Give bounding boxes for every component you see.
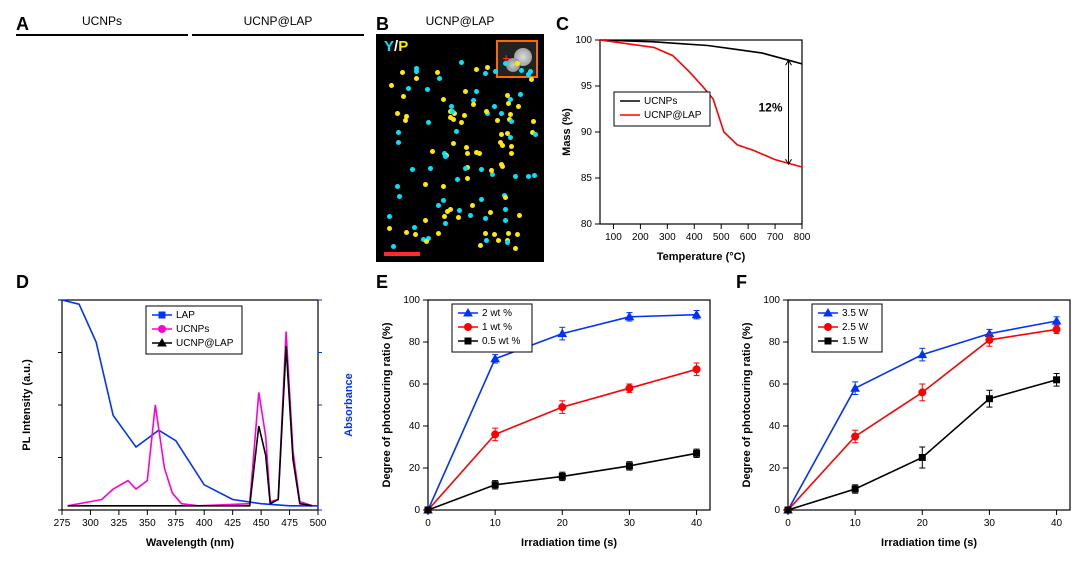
panel-label-b: B bbox=[376, 14, 389, 35]
svg-text:85: 85 bbox=[581, 173, 593, 184]
svg-text:800: 800 bbox=[794, 232, 811, 243]
svg-text:400: 400 bbox=[686, 232, 703, 243]
svg-text:500: 500 bbox=[713, 232, 730, 243]
svg-text:20: 20 bbox=[409, 463, 421, 474]
svg-text:LAP: LAP bbox=[176, 310, 195, 321]
svg-text:30: 30 bbox=[624, 518, 636, 529]
svg-text:350: 350 bbox=[139, 518, 156, 529]
svg-text:0: 0 bbox=[425, 518, 431, 529]
spectra-chart: 275 300 325 350 375 400 425 450 475 500 Wavelength… bbox=[16, 272, 364, 550]
svg-text:Wavelength (nm): Wavelength (nm) bbox=[146, 537, 235, 549]
svg-text:2 wt %: 2 wt % bbox=[482, 308, 512, 319]
svg-text:80: 80 bbox=[769, 337, 781, 348]
svg-text:UCNP@LAP: UCNP@LAP bbox=[644, 110, 702, 121]
eds-scalebar bbox=[384, 252, 420, 256]
svg-text:3.5 W: 3.5 W bbox=[842, 308, 869, 319]
panel-label-c: C bbox=[556, 14, 569, 35]
panel-label-f: F bbox=[736, 272, 747, 293]
svg-text:0: 0 bbox=[774, 505, 780, 516]
svg-text:400: 400 bbox=[196, 518, 213, 529]
svg-text:275: 275 bbox=[54, 518, 71, 529]
svg-text:40: 40 bbox=[691, 518, 703, 529]
photocuring-wt-chart: 0 10 20 30 40 0 20 40 60 80 100 Irradiation time (s… bbox=[376, 272, 724, 550]
svg-text:UCNPs: UCNPs bbox=[644, 96, 677, 107]
svg-text:Degree of photocuring ratio (%: Degree of photocuring ratio (%) bbox=[741, 322, 753, 487]
svg-text:700: 700 bbox=[767, 232, 784, 243]
tga-chart: 100 200 300 400 500 600 700 800 80 85 90 95 100 Tempe… bbox=[556, 14, 814, 264]
svg-text:Irradiation time (s): Irradiation time (s) bbox=[521, 537, 617, 549]
panel-a: A UCNPs bbox=[10, 10, 370, 268]
svg-text:95: 95 bbox=[581, 81, 593, 92]
svg-text:2.5 W: 2.5 W bbox=[842, 322, 869, 333]
svg-text:10: 10 bbox=[490, 518, 502, 529]
svg-text:40: 40 bbox=[1051, 518, 1063, 529]
svg-text:200: 200 bbox=[632, 232, 649, 243]
svg-text:60: 60 bbox=[769, 379, 781, 390]
svg-text:20: 20 bbox=[769, 463, 781, 474]
svg-text:300: 300 bbox=[82, 518, 99, 529]
svg-text:Degree of photocuring ratio (%: Degree of photocuring ratio (%) bbox=[381, 322, 393, 487]
panel-e: E 0 10 20 30 40 0 20 40 60 80 100 Irradiation time … bbox=[370, 268, 730, 554]
svg-text:0: 0 bbox=[785, 518, 791, 529]
svg-text:375: 375 bbox=[167, 518, 184, 529]
svg-text:20: 20 bbox=[917, 518, 929, 529]
svg-text:PL Intensity (a.u.): PL Intensity (a.u.) bbox=[21, 359, 33, 451]
tem-title-ucnps: UCNPs bbox=[82, 14, 122, 28]
svg-text:30: 30 bbox=[984, 518, 996, 529]
eds-map: Y/P + bbox=[376, 34, 544, 262]
svg-text:UCNPs: UCNPs bbox=[176, 324, 209, 335]
svg-text:100: 100 bbox=[763, 295, 780, 306]
svg-text:100: 100 bbox=[403, 295, 420, 306]
svg-text:600: 600 bbox=[740, 232, 757, 243]
eds-element-label: Y/P bbox=[384, 38, 408, 55]
panel-c: C 100 200 300 400 500 600 700 800 80 85 90 95 100 Tem… bbox=[550, 10, 820, 268]
panel-label-e: E bbox=[376, 272, 388, 293]
svg-text:0: 0 bbox=[414, 505, 420, 516]
svg-text:300: 300 bbox=[659, 232, 676, 243]
panel-f: F 0 10 20 30 40 0 20 40 60 80 100 Irradiation time … bbox=[730, 268, 1080, 554]
tem-image-ucnps bbox=[16, 34, 188, 36]
tem-image-ucnplap bbox=[192, 34, 364, 36]
svg-text:1 wt %: 1 wt % bbox=[482, 322, 512, 333]
panel-label-d: D bbox=[16, 272, 29, 293]
svg-text:1.5 W: 1.5 W bbox=[842, 336, 869, 347]
panel-label-a: A bbox=[16, 14, 29, 35]
svg-text:10: 10 bbox=[850, 518, 862, 529]
svg-text:40: 40 bbox=[409, 421, 421, 432]
svg-text:500: 500 bbox=[310, 518, 327, 529]
svg-text:Temperature (°C): Temperature (°C) bbox=[657, 251, 746, 263]
svg-text:60: 60 bbox=[409, 379, 421, 390]
svg-text:0.5 wt %: 0.5 wt % bbox=[482, 336, 520, 347]
panel-d: D 275 300 325 350 375 400 425 450 475 500 Waveleng… bbox=[10, 268, 370, 554]
svg-text:Absorbance: Absorbance bbox=[343, 373, 355, 437]
svg-text:450: 450 bbox=[253, 518, 270, 529]
svg-text:80: 80 bbox=[409, 337, 421, 348]
photocuring-power-chart: 0 10 20 30 40 0 20 40 60 80 100 Irradiation time (s… bbox=[736, 272, 1080, 550]
svg-text:40: 40 bbox=[769, 421, 781, 432]
svg-text:475: 475 bbox=[281, 518, 298, 529]
svg-text:UCNP@LAP: UCNP@LAP bbox=[176, 338, 234, 349]
svg-text:325: 325 bbox=[111, 518, 128, 529]
svg-text:425: 425 bbox=[224, 518, 241, 529]
tem-title-ucnplap: UCNP@LAP bbox=[244, 14, 313, 28]
svg-text:12%: 12% bbox=[759, 101, 783, 115]
svg-text:100: 100 bbox=[575, 35, 592, 46]
svg-text:20: 20 bbox=[557, 518, 569, 529]
panel-b: B UCNP@LAP Y/P + bbox=[370, 10, 550, 268]
svg-text:100: 100 bbox=[605, 232, 622, 243]
svg-text:Mass (%): Mass (%) bbox=[561, 108, 573, 156]
svg-text:Irradiation time (s): Irradiation time (s) bbox=[881, 537, 977, 549]
svg-text:90: 90 bbox=[581, 127, 593, 138]
svg-text:80: 80 bbox=[581, 219, 593, 230]
eds-title: UCNP@LAP bbox=[426, 14, 495, 28]
